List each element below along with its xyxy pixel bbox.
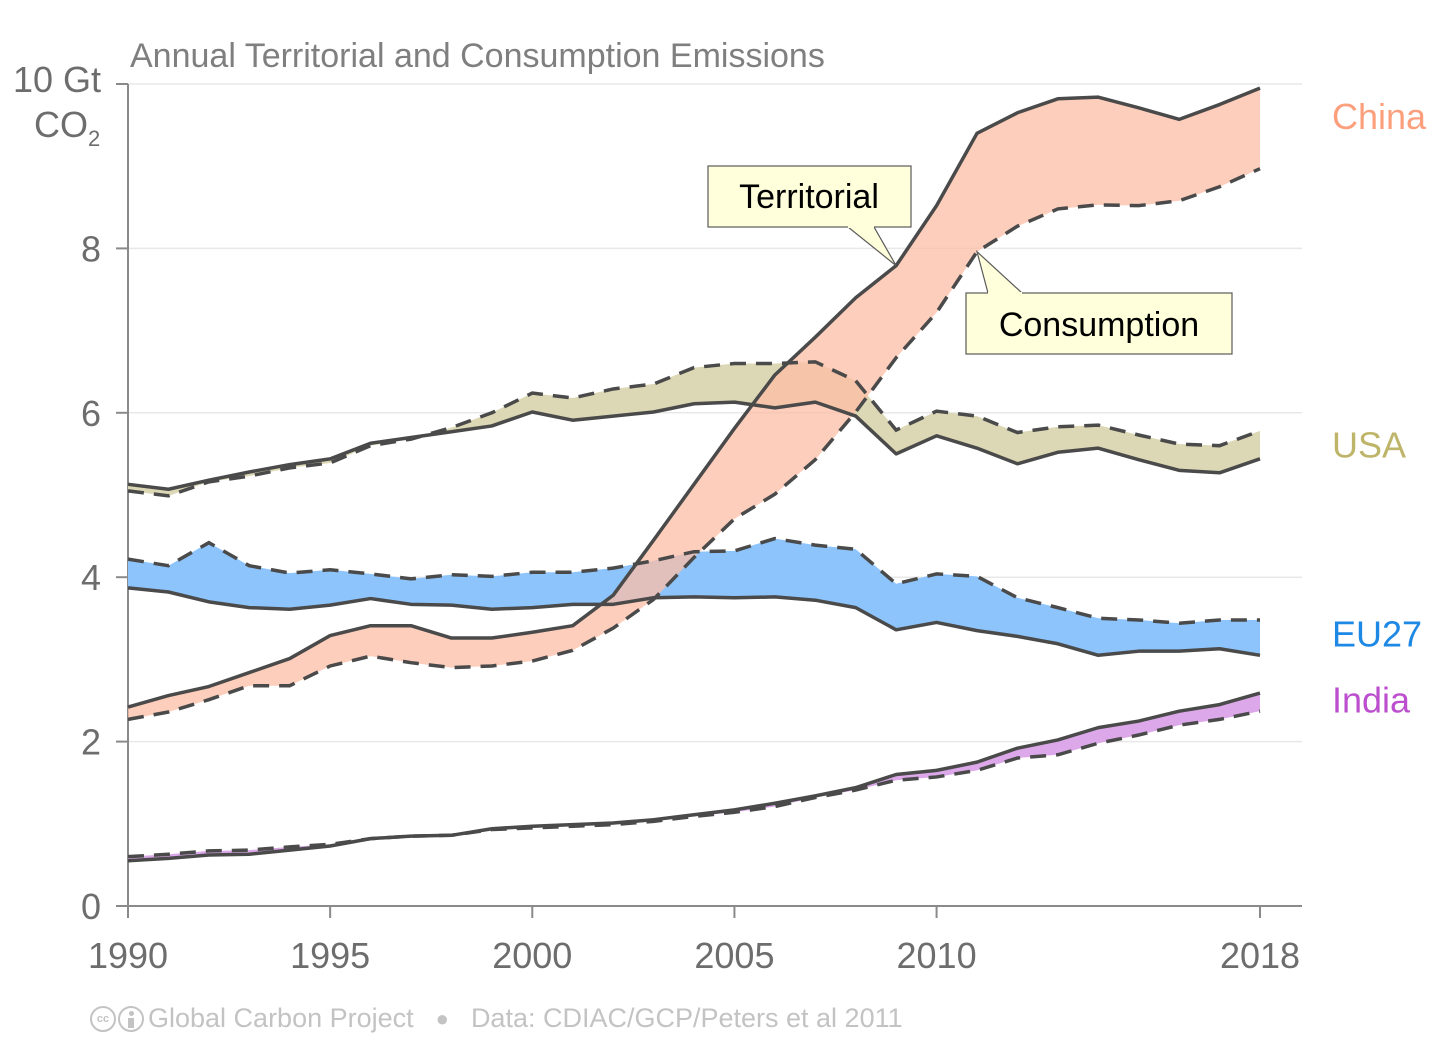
series-label-eu27: EU27 <box>1332 614 1422 655</box>
callout-consumption: Consumption <box>965 249 1233 355</box>
series-label-usa: USA <box>1332 425 1406 466</box>
callout-territorial-pointer <box>846 226 897 267</box>
callout-consumption-text: Consumption <box>999 306 1199 344</box>
line-india-consumption <box>127 709 1261 859</box>
y-axis-label-subscript: 2 <box>88 126 100 151</box>
footer: cc Global Carbon Project ● Data: CDIAC/GCP/… <box>90 1002 903 1034</box>
callout-territorial: Territorial <box>707 165 912 267</box>
x-tick-label: 1995 <box>290 935 370 976</box>
footer-source: Data: CDIAC/GCP/Peters et al 2011 <box>470 1003 903 1034</box>
callout-territorial-text: Territorial <box>739 178 879 216</box>
band-china <box>128 88 1260 720</box>
x-tick-label: 2005 <box>694 935 774 976</box>
y-tick-label: 8 <box>81 228 101 269</box>
y-tick-label: 0 <box>81 886 101 927</box>
band-india <box>128 693 1260 861</box>
y-axis-ticks: 0 2 4 6 8 <box>81 228 128 927</box>
line-china-consumption <box>127 167 1261 722</box>
x-axis-ticks: 1990 1995 2000 2005 2010 2018 <box>88 906 1300 976</box>
callout-consumption-box <box>965 292 1233 355</box>
callout-consumption-pointer <box>975 249 1024 294</box>
y-tick-label: 2 <box>81 722 101 763</box>
callout-territorial-box <box>707 165 912 228</box>
cc-icon: cc <box>90 1005 116 1032</box>
series-label-china: China <box>1332 96 1427 137</box>
x-tick-label: 2018 <box>1220 935 1300 976</box>
line-usa-territorial <box>127 400 1261 491</box>
line-china-territorial <box>127 86 1261 709</box>
footer-bullet: ● <box>435 1005 449 1031</box>
series-lines <box>127 86 1261 863</box>
band-usa <box>128 361 1260 496</box>
y-tick-label: 4 <box>81 557 101 598</box>
line-eu27-consumption <box>127 536 1260 625</box>
series-label-india: India <box>1332 680 1411 721</box>
line-eu27-territorial <box>127 586 1261 658</box>
callouts: Territorial Consumption <box>707 165 1233 355</box>
y-axis-label-unit: 10 Gt <box>13 59 101 100</box>
footer-org: Global Carbon Project <box>148 1003 414 1034</box>
y-axis-label-gas: CO <box>34 104 88 145</box>
series-labels: USA EU27 India China <box>1332 96 1427 721</box>
line-usa-consumption <box>127 360 1261 498</box>
chart-title: Annual Territorial and Consumption Emiss… <box>130 37 825 75</box>
attribution-icon <box>118 1005 144 1032</box>
y-tick-label: 6 <box>81 393 101 434</box>
x-tick-label: 2000 <box>492 935 572 976</box>
line-india-territorial <box>127 691 1261 863</box>
x-tick-label: 1990 <box>88 935 168 976</box>
axes <box>116 83 1302 918</box>
x-tick-label: 2010 <box>897 935 977 976</box>
